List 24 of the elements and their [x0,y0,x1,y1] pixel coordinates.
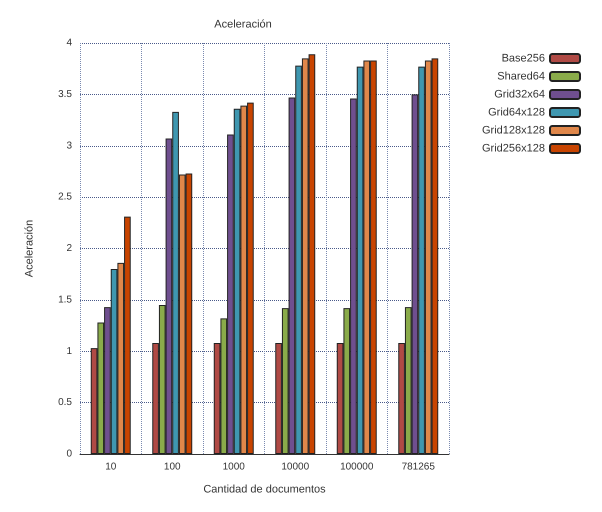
y-tick-label: 1.5 [58,294,72,306]
y-tick-label: 3.5 [58,88,72,100]
y-tick-label: 0 [66,448,72,460]
y-tick-label: 3 [66,140,72,152]
x-tick-label: 10 [105,462,117,472]
legend-label: Grid64x128 [488,106,545,118]
y-tick-label: 1 [66,346,72,357]
x-tick-label: 10000 [281,462,310,472]
y-axis-title: Aceleración [24,220,36,278]
x-tick-label: 1000 [222,462,246,472]
legend-label: Grid256x128 [482,142,545,154]
legend-label: Base256 [502,52,545,64]
y-tick-label: 2 [66,243,72,254]
x-tick-label: 100 [164,462,182,472]
y-tick-label: 0.5 [58,397,72,408]
legend-label: Grid32x64 [494,88,545,100]
x-tick-label: 100000 [340,462,374,472]
chart-title: Aceleración [214,18,272,30]
x-axis-title: Cantidad de documentos [203,484,326,496]
legend-label: Shared64 [497,70,545,82]
y-tick-label: 2.5 [58,192,72,203]
legend-label: Grid128x128 [482,124,545,136]
x-tick-label: 781265 [402,462,436,472]
y-tick-label: 4 [66,38,72,48]
